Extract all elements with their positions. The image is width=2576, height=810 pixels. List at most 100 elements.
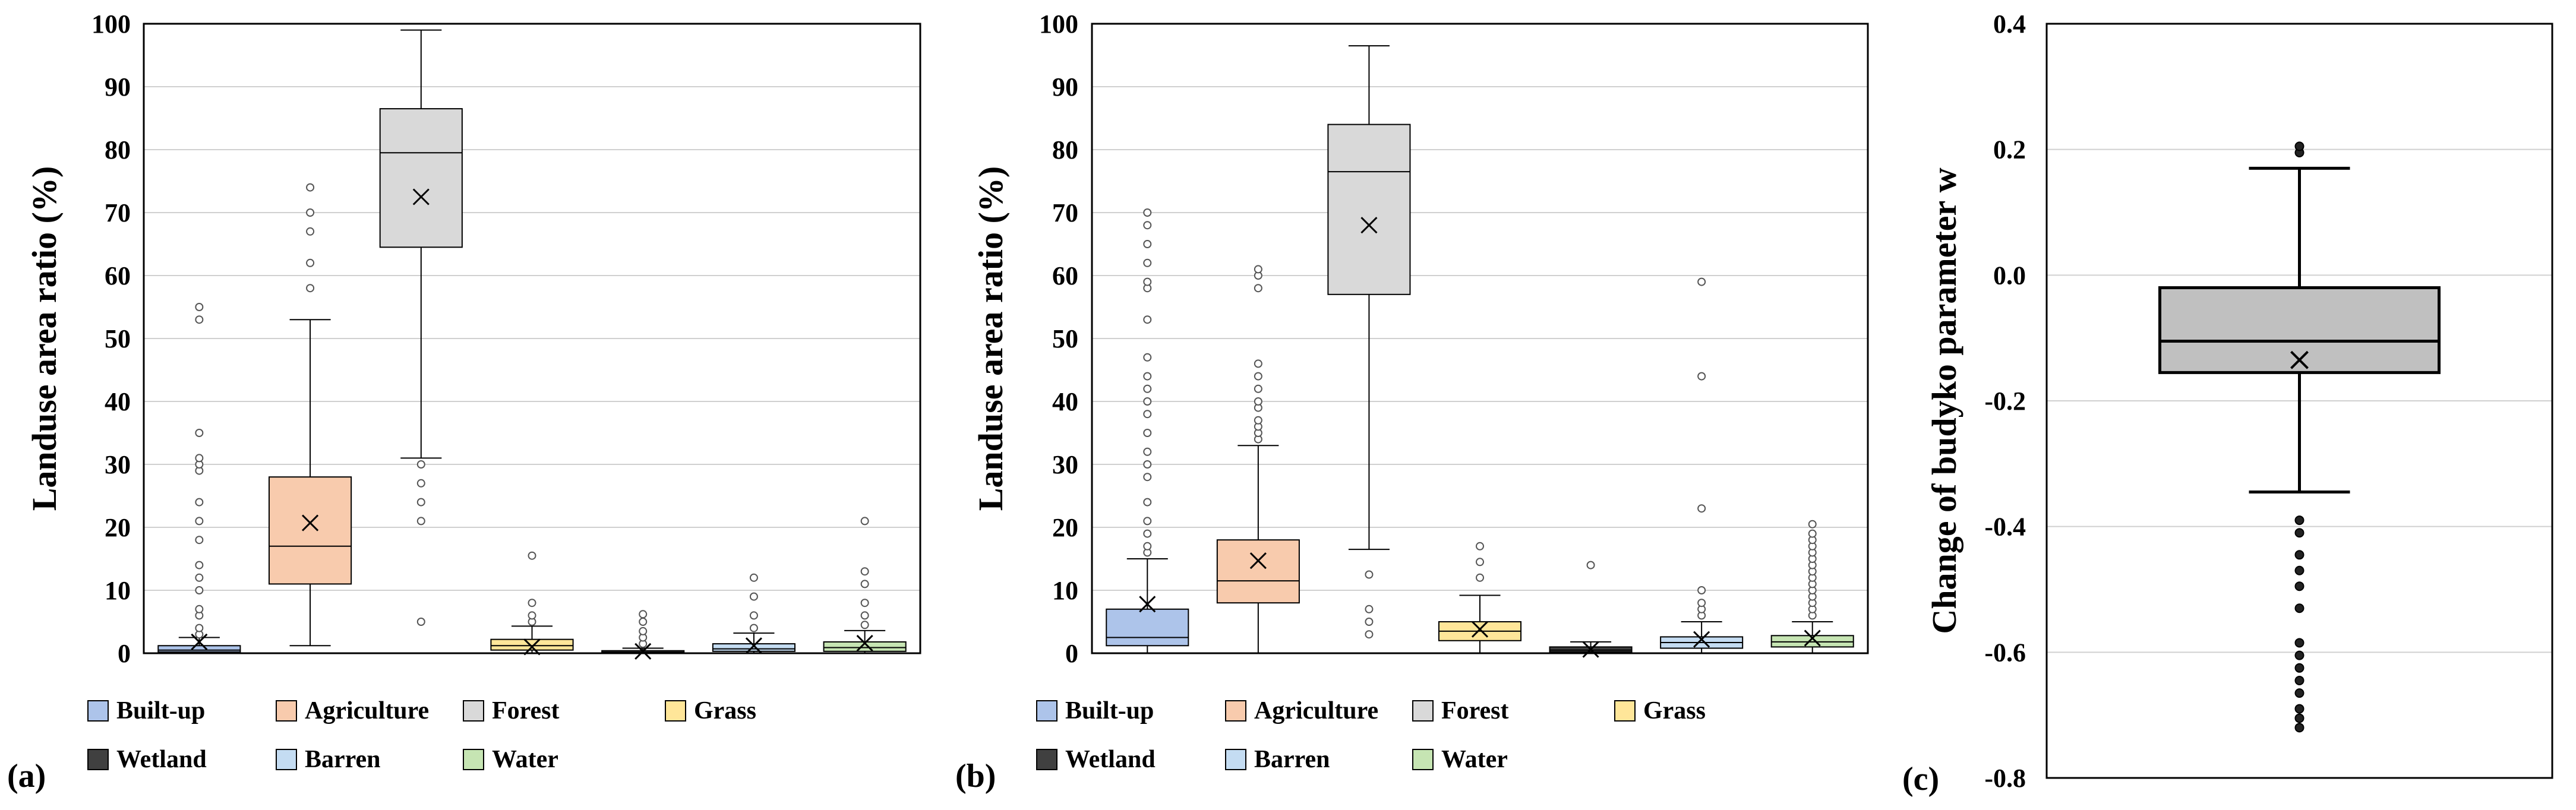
outlier-point: [1143, 473, 1152, 482]
outlier-point: [416, 498, 425, 507]
y-tick-label: 70: [1052, 198, 1078, 227]
outlier-point: [1476, 558, 1484, 567]
outlier-point: [1143, 353, 1152, 362]
outlier-point: [2294, 650, 2304, 660]
legend-label: Agriculture: [305, 697, 429, 724]
legend-label: Barren: [1254, 746, 1330, 773]
outlier-point: [306, 183, 315, 192]
mean-marker: [1139, 596, 1156, 613]
mean-marker: [634, 643, 652, 660]
y-tick-label: 10: [105, 576, 131, 605]
outlier-point: [1254, 265, 1262, 274]
outlier-point: [1143, 258, 1152, 267]
outlier-point: [1143, 529, 1152, 538]
outlier-point: [2294, 638, 2304, 648]
mean-marker: [745, 637, 762, 654]
outlier-point: [1586, 561, 1595, 569]
legend-swatch: [87, 700, 109, 722]
mean-marker: [302, 514, 319, 531]
outlier-point: [1365, 605, 1374, 613]
outlier-point: [528, 611, 536, 620]
outlier-point: [1143, 208, 1152, 217]
outlier-point: [860, 567, 869, 576]
outlier-point: [1254, 372, 1262, 381]
box-barren: [712, 643, 796, 652]
outlier-point: [1808, 529, 1817, 538]
outlier-point: [2294, 675, 2304, 685]
legend-swatch: [463, 749, 484, 770]
box-grass: [490, 638, 574, 651]
legend-label: Wetland: [1065, 746, 1156, 773]
outlier-point: [749, 611, 758, 620]
legend-label: Water: [492, 746, 558, 773]
outlier-point: [1254, 416, 1262, 425]
y-tick-label: -0.4: [1984, 512, 2026, 542]
outlier-point: [195, 605, 204, 613]
panel-label: (b): [955, 758, 996, 795]
outlier-point: [1143, 372, 1152, 381]
outlier-point: [528, 599, 536, 608]
box-forest: [1327, 124, 1411, 295]
legend-swatch: [1412, 749, 1434, 770]
outlier-point: [1143, 517, 1152, 526]
outlier-point: [195, 498, 204, 507]
box-agriculture: [268, 476, 352, 585]
outlier-point: [2294, 723, 2304, 733]
mean-marker: [412, 188, 430, 205]
mean-marker: [1804, 629, 1821, 647]
legend-swatch: [87, 749, 109, 770]
y-tick-label: 100: [1039, 10, 1078, 39]
mean-marker: [2290, 350, 2309, 369]
y-tick-label: 40: [1052, 387, 1078, 416]
outlier-point: [1143, 240, 1152, 248]
mean-marker: [856, 634, 873, 652]
outlier-point: [2294, 528, 2304, 538]
box-water: [1770, 635, 1854, 648]
outlier-point: [860, 611, 869, 620]
y-tick-label: 80: [105, 135, 131, 164]
outlier-point: [860, 621, 869, 629]
outlier-point: [1697, 504, 1706, 513]
outlier-point: [1254, 397, 1262, 406]
y-axis-label: Landuse area ratio (%): [971, 166, 1010, 511]
y-axis-label: Landuse area ratio (%): [25, 166, 64, 511]
outlier-point: [195, 429, 204, 437]
outlier-point: [195, 586, 204, 594]
legend-label: Wetland: [116, 746, 207, 773]
outlier-point: [2294, 704, 2304, 714]
legend-label: Barren: [305, 746, 381, 773]
mean-marker: [1471, 621, 1489, 638]
outlier-point: [416, 618, 425, 626]
box-agriculture: [1216, 539, 1300, 604]
outlier-point: [306, 284, 315, 293]
mean-marker: [191, 633, 208, 650]
outlier-point: [749, 592, 758, 601]
y-tick-label: 20: [105, 513, 131, 542]
legend-label: Water: [1441, 746, 1508, 773]
legend-label: Forest: [1441, 697, 1509, 724]
outlier-point: [2294, 663, 2304, 673]
outlier-point: [1143, 397, 1152, 406]
y-tick-label: 60: [105, 261, 131, 290]
outlier-point: [195, 517, 204, 526]
outlier-point: [639, 627, 648, 635]
outlier-point: [2294, 688, 2304, 698]
legend-swatch: [463, 700, 484, 722]
legend-label: Forest: [492, 697, 560, 724]
y-tick-label: 50: [1052, 324, 1078, 353]
outlier-point: [1143, 498, 1152, 507]
y-tick-label: 0: [118, 639, 131, 668]
plot-frame: [2045, 23, 2553, 779]
outlier-point: [1365, 570, 1374, 579]
y-tick-label: 100: [91, 10, 131, 39]
legend-swatch: [1412, 700, 1434, 722]
y-tick-label: -0.8: [1984, 764, 2026, 793]
outlier-point: [195, 561, 204, 569]
mean-marker: [1693, 631, 1710, 648]
outlier-point: [749, 624, 758, 632]
outlier-point: [195, 315, 204, 324]
outlier-point: [1476, 542, 1484, 550]
outlier-point: [528, 551, 536, 560]
outlier-point: [195, 454, 204, 463]
